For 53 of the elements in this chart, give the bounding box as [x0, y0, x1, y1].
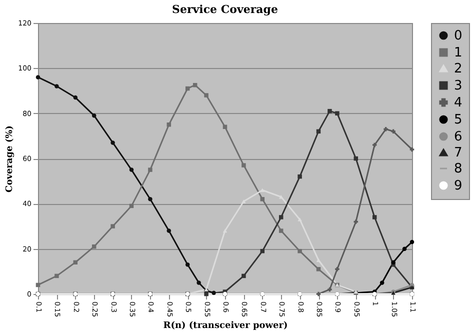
point: [110, 224, 115, 228]
legend-label: 1: [454, 46, 462, 60]
point: [92, 113, 96, 118]
point: [54, 84, 59, 88]
point: [242, 163, 246, 168]
point: [372, 142, 377, 148]
point: [204, 292, 208, 296]
point: [110, 140, 115, 145]
point: [298, 248, 302, 254]
point: [148, 197, 152, 202]
point: [212, 290, 216, 295]
point: [222, 228, 228, 233]
legend-label: 6: [454, 130, 462, 144]
point: [410, 147, 414, 152]
point: [354, 220, 358, 224]
point: [384, 127, 388, 132]
point: [372, 215, 377, 220]
point: [73, 95, 78, 100]
point: [402, 246, 407, 251]
point: [335, 111, 340, 116]
point: [298, 174, 302, 179]
point: [278, 215, 284, 220]
point: [148, 168, 152, 172]
legend-label: 9: [454, 178, 462, 194]
point: [185, 262, 190, 267]
x-axis-title: R(n) (transceiver power): [163, 321, 288, 332]
legend-label: 2: [454, 62, 462, 76]
legend-label: 5: [454, 112, 462, 128]
point: [196, 280, 201, 285]
legend-label: 0: [454, 28, 462, 44]
point: [36, 75, 40, 80]
point: [242, 274, 246, 278]
legend-label: 7: [454, 146, 462, 160]
point: [328, 108, 332, 114]
point: [54, 274, 59, 278]
point: [166, 228, 172, 233]
point: [328, 287, 332, 292]
chart-title: Service Coverage: [172, 3, 278, 16]
point: [129, 168, 134, 172]
point: [391, 260, 396, 264]
legend-label: 4: [454, 96, 462, 110]
point: [335, 267, 340, 272]
legend-label: 3: [454, 78, 462, 94]
point: [410, 240, 414, 244]
point: [204, 93, 208, 98]
point: [380, 280, 384, 285]
y-axis-title: Coverage (%): [5, 126, 16, 192]
point: [260, 197, 265, 202]
point: [316, 292, 321, 296]
point: [278, 228, 284, 233]
point: [316, 267, 321, 272]
point: [391, 129, 396, 134]
legend-label: 8: [454, 162, 462, 176]
